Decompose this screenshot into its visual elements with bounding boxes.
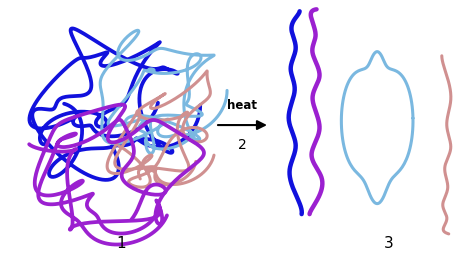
Text: 1: 1 [116,236,126,251]
Text: 3: 3 [384,236,394,251]
Text: 2: 2 [237,138,246,152]
Text: heat: heat [227,99,257,112]
